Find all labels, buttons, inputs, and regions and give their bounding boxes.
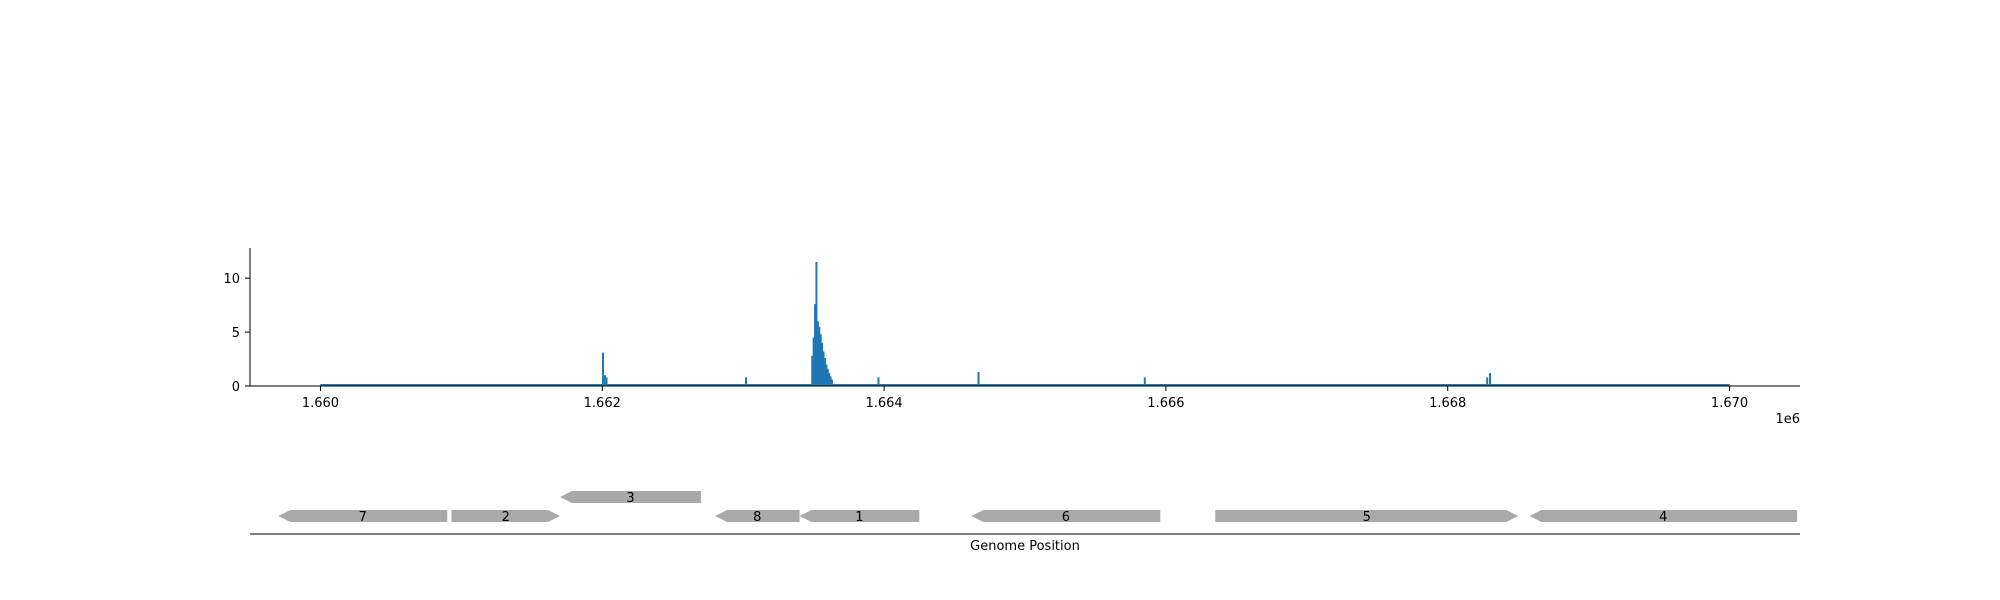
gene-features: 7 2 3 8 1 6 5 4 bbox=[278, 491, 1798, 525]
coverage-plot: 1.660 1.662 1.664 1.666 1.668 1.670 0 5 10 1e6 bbox=[223, 248, 1800, 427]
x-tick-label: 1.664 bbox=[865, 396, 902, 411]
gene-label: 5 bbox=[1363, 510, 1371, 525]
gene-feature bbox=[560, 491, 701, 503]
gene-feature bbox=[1529, 510, 1798, 522]
gene-label: 6 bbox=[1062, 510, 1070, 525]
gene-label: 4 bbox=[1659, 510, 1667, 525]
gene-feature bbox=[799, 510, 920, 522]
x-tick-label: 1.670 bbox=[1711, 396, 1748, 411]
y-ticks: 0 5 10 bbox=[223, 272, 250, 395]
y-tick-label: 5 bbox=[232, 326, 240, 341]
x-tick-label: 1.662 bbox=[584, 396, 621, 411]
x-offset-label: 1e6 bbox=[1775, 412, 1800, 427]
gene-track: 7 2 3 8 1 6 5 4 Genome Position bbox=[250, 491, 1800, 554]
gene-track-xlabel: Genome Position bbox=[970, 539, 1080, 554]
coverage-bars bbox=[601, 262, 1491, 386]
gene-label: 7 bbox=[359, 510, 367, 525]
y-tick-label: 10 bbox=[223, 272, 240, 287]
gene-label: 3 bbox=[626, 491, 634, 506]
x-ticks: 1.660 1.662 1.664 1.666 1.668 1.670 bbox=[302, 386, 1748, 411]
gene-feature bbox=[971, 510, 1161, 522]
x-tick-label: 1.668 bbox=[1429, 396, 1466, 411]
gene-label: 2 bbox=[502, 510, 510, 525]
gene-feature bbox=[715, 510, 800, 522]
gene-feature bbox=[451, 510, 560, 522]
gene-label: 1 bbox=[855, 510, 863, 525]
gene-label: 8 bbox=[753, 510, 761, 525]
y-tick-label: 0 bbox=[232, 380, 240, 395]
x-tick-label: 1.666 bbox=[1147, 396, 1184, 411]
x-tick-label: 1.660 bbox=[302, 396, 339, 411]
gene-feature bbox=[1215, 510, 1519, 522]
gene-feature bbox=[278, 510, 448, 522]
